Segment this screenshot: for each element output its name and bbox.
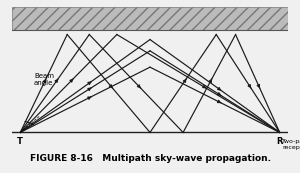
Text: R: R	[277, 138, 283, 147]
Bar	[12, 7, 288, 30]
Text: Two-path
reception: Two-path reception	[283, 139, 300, 149]
Text: T: T	[17, 138, 23, 147]
Text: Beam
angle: Beam angle	[34, 73, 54, 86]
Text: FIGURE 8-16   Multipath sky-wave propagation.: FIGURE 8-16 Multipath sky-wave propagati…	[29, 154, 271, 163]
